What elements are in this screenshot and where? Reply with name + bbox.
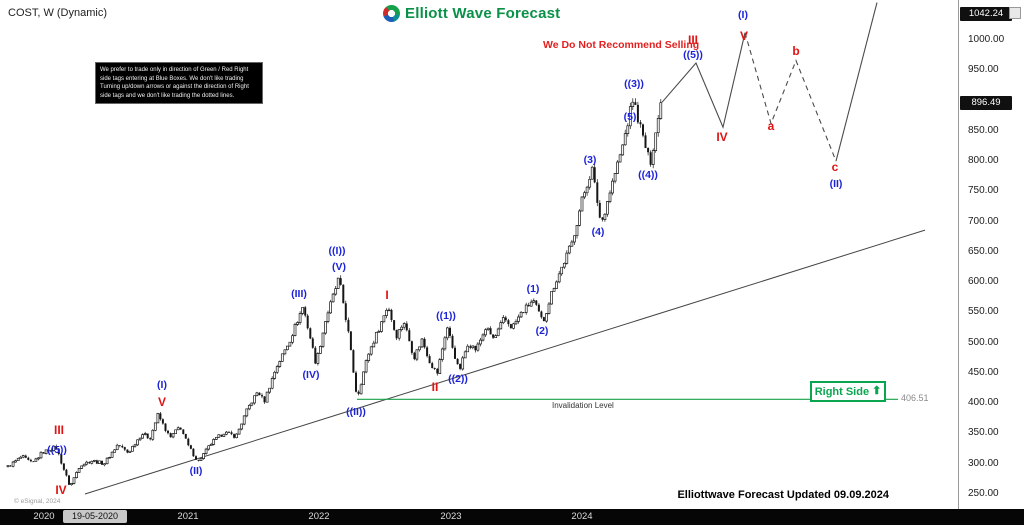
wave-label: ((1)) — [436, 310, 456, 322]
candles-down — [9, 102, 652, 485]
wave-label: ((3)) — [624, 78, 644, 90]
time-tick: 2022 — [308, 511, 330, 522]
symbol-label: COST, W (Dynamic) — [8, 7, 107, 19]
wave-label: IV — [716, 130, 727, 144]
right-side-badge: Right Side ⬆ — [810, 381, 886, 402]
disclaimer-box: We prefer to trade only in direction of … — [95, 62, 263, 104]
wave-label: (V) — [332, 261, 346, 273]
price-axis[interactable]: 1000.00 950.00 850.00 800.00 750.00 700.00 650… — [958, 0, 1024, 509]
wave-label: ((II)) — [346, 406, 366, 418]
time-tick: 2020 — [33, 511, 55, 522]
wave-label: c — [832, 160, 839, 174]
update-note: Elliottwave Forecast Updated 09.09.2024 — [677, 489, 889, 501]
disclaimer-line: Turning up/down arrows or against the di… — [100, 84, 249, 90]
wave-label: (2) — [536, 325, 549, 337]
price-tick: 850.00 — [968, 124, 999, 136]
wave-label: (4) — [592, 226, 605, 238]
no-sell-warning: We Do Not Recommend Selling — [543, 39, 700, 51]
right-side-label: Right Side — [814, 385, 870, 398]
wave-label: ((5)) — [683, 49, 703, 61]
forecast-path — [661, 32, 746, 129]
wave-label: II — [432, 380, 439, 394]
wave-label: ((5)) — [47, 444, 67, 456]
forecast-path — [835, 2, 878, 162]
price-tick: 550.00 — [968, 306, 999, 318]
price-tick: 1000.00 — [968, 34, 1005, 45]
price-tick: 500.00 — [968, 336, 999, 348]
time-tick: 2021 — [177, 511, 199, 522]
brand: Elliott Wave Forecast — [383, 5, 560, 22]
disclaimer-line: side tags entering at Blue Boxes. We don… — [100, 75, 244, 82]
wave-label: III — [54, 423, 64, 437]
price-tick: 600.00 — [968, 276, 999, 288]
price-tick: 650.00 — [968, 245, 999, 257]
price-tick: 700.00 — [968, 215, 999, 227]
up-arrow-icon: ⬆ — [872, 385, 882, 397]
wave-label: a — [768, 119, 775, 133]
trendline — [84, 229, 926, 495]
price-tick: 750.00 — [968, 185, 999, 197]
forecast-path-dashed — [744, 32, 837, 162]
price-tick: 250.00 — [968, 488, 999, 499]
disclaimer-line: side tags and we don't like trading the … — [100, 92, 235, 99]
wave-label: IV — [55, 483, 66, 497]
wave-label: b — [792, 44, 799, 58]
wave-label: (3) — [584, 154, 597, 166]
wave-label: (I) — [738, 9, 748, 21]
axis-settings-icon[interactable] — [1009, 7, 1021, 19]
price-tick: 800.00 — [968, 155, 999, 167]
wave-label: I — [385, 288, 388, 302]
wave-label: (IV) — [303, 369, 320, 381]
wave-label: V — [740, 29, 748, 43]
wave-label: (II) — [190, 465, 203, 477]
time-tick: 2023 — [440, 511, 462, 522]
selected-date-chip: 19-05-2020 — [63, 510, 127, 523]
wave-label: ((4)) — [638, 169, 658, 181]
wave-label: ((I)) — [329, 245, 346, 257]
wave-label: ((2)) — [448, 373, 468, 385]
invalidation-label: Invalidation Level — [552, 401, 614, 410]
price-tick: 300.00 — [968, 457, 999, 469]
price-tick: 450.00 — [968, 366, 999, 378]
wave-label: (1) — [527, 283, 540, 295]
disclaimer-line: We prefer to trade only in direction of … — [100, 67, 249, 73]
chart-canvas[interactable]: IIIIVVIIIIIIIVVabc((5))(I)(II)(III)(IV)(… — [0, 0, 958, 509]
candles-up — [6, 101, 663, 486]
wave-label: III — [688, 33, 698, 47]
time-tick: 2024 — [571, 511, 593, 522]
wave-label: (I) — [157, 379, 167, 391]
wave-label: (II) — [830, 178, 843, 190]
brand-name: Elliott Wave Forecast — [405, 5, 561, 22]
wave-label: (5) — [624, 111, 637, 123]
brand-logo-icon — [383, 5, 400, 22]
current-price-box: 896.49 — [960, 95, 1012, 110]
wave-label: V — [158, 395, 166, 409]
price-tick: 350.00 — [968, 427, 999, 439]
price-tick: 950.00 — [968, 64, 999, 76]
high-price-box: 1042.24 — [960, 7, 1012, 22]
price-tick: 400.00 — [968, 397, 999, 409]
time-axis[interactable]: 2020 2021 2022 2023 2024 19-05-2020 — [0, 509, 1024, 525]
invalidation-price-label: 406.51 — [901, 393, 929, 403]
watermark: © eSignal, 2024 — [14, 498, 61, 505]
wave-label: (III) — [291, 288, 307, 300]
